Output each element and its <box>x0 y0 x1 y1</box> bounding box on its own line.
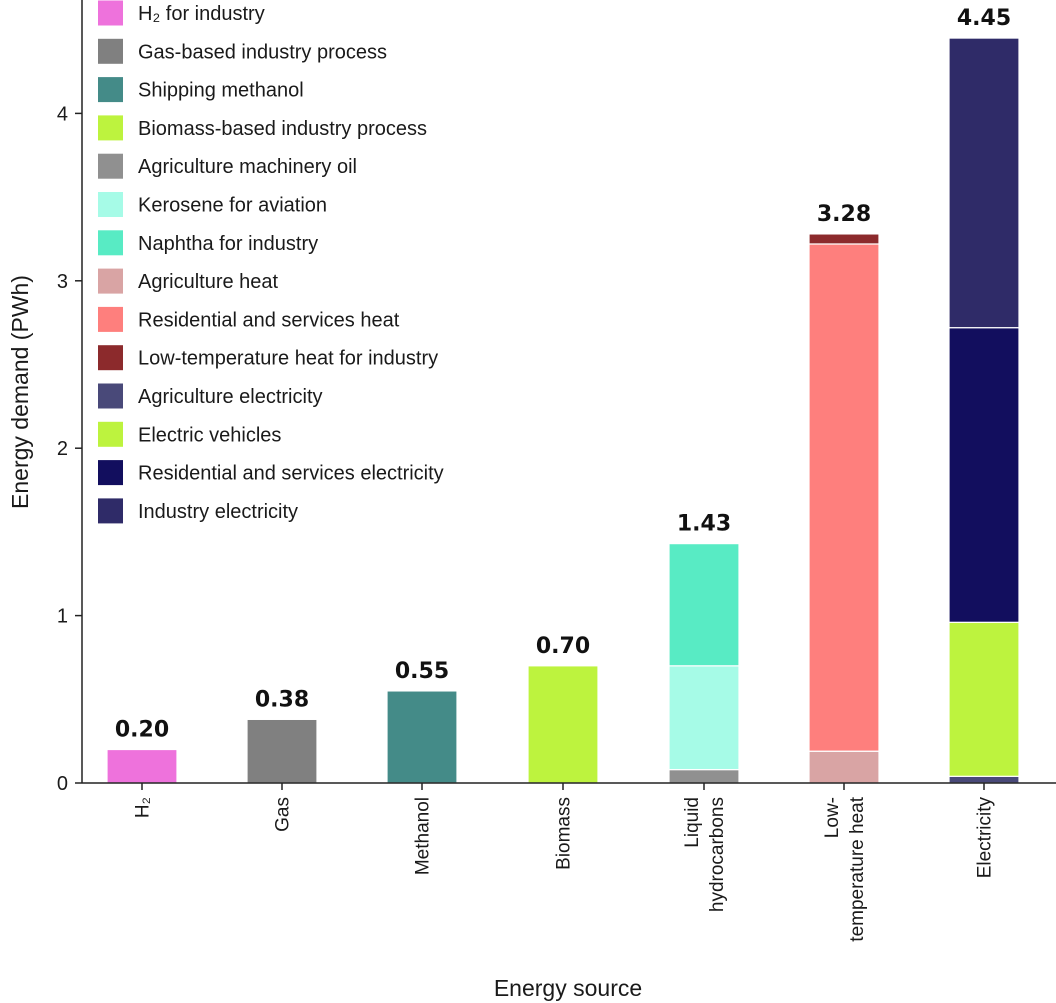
legend: H₂ for industry Gas-based industry proces… <box>98 0 444 524</box>
x-categories-layer: H₂ Gas Methanol Biomass Liquid hydrocarbons Lo… <box>133 783 996 942</box>
bar-total-h2: 0.20 <box>115 718 169 743</box>
legend-label-9: Low-temperature heat for industry <box>138 348 438 370</box>
bar-segment-biomass-3 <box>527 665 599 784</box>
legend-label-10: Agriculture electricity <box>138 386 323 408</box>
x-category-label-biomass: Biomass <box>554 797 575 870</box>
legend-label-8: Residential and services heat <box>138 309 400 331</box>
legend-swatch-13 <box>98 498 123 524</box>
legend-swatch-9 <box>98 345 123 371</box>
bar-total-methanol: 0.55 <box>395 659 449 684</box>
legend-swatch-11 <box>98 421 123 447</box>
bar-segment-gas-1 <box>246 718 318 784</box>
bar-segment-electricity-11 <box>948 621 1020 777</box>
bar-segment-low-temperature-heat-9 <box>808 233 880 245</box>
bar-segment-methanol-2 <box>386 690 458 784</box>
legend-label-6: Naphtha for industry <box>138 233 318 255</box>
bar-segment-electricity-13 <box>948 37 1020 329</box>
bar-total-gas: 0.38 <box>255 687 309 712</box>
legend-label-0: H₂ for industry <box>138 3 265 25</box>
legend-swatch-1 <box>98 38 123 64</box>
y-tick-label-3: 3 <box>57 271 68 293</box>
x-category-label-electricity: Electricity <box>975 797 996 879</box>
x-category-label-gas: Gas <box>273 797 294 832</box>
axes-layer <box>81 0 1056 784</box>
y-tick-label-4: 4 <box>57 103 68 125</box>
legend-label-2: Shipping methanol <box>138 80 304 102</box>
x-category-label-liquid-hydrocarbons-1: Liquid <box>682 797 703 848</box>
x-category-label-methanol: Methanol <box>413 797 434 875</box>
bar-segment-liquid-hydrocarbons-6 <box>668 543 740 667</box>
legend-swatch-6 <box>98 230 123 256</box>
y-axis-title: Energy demand (PWh) <box>7 275 33 509</box>
y-tick-label-1: 1 <box>57 606 68 628</box>
legend-swatch-12 <box>98 460 123 486</box>
bar-total-liquid-hydrocarbons: 1.43 <box>677 512 731 537</box>
legend-swatch-8 <box>98 306 123 332</box>
y-tick-label-2: 2 <box>57 438 68 460</box>
legend-swatch-3 <box>98 115 123 141</box>
legend-swatch-7 <box>98 268 123 294</box>
bar-segment-low-temperature-heat-8 <box>808 243 880 752</box>
bar-total-electricity: 4.45 <box>957 6 1011 31</box>
legend-label-13: Industry electricity <box>138 501 298 523</box>
legend-label-3: Biomass-based industry process <box>138 118 427 140</box>
bar-segment-low-temperature-heat-7 <box>808 750 880 784</box>
legend-label-1: Gas-based industry process <box>138 41 387 63</box>
x-category-label-low-temperature-heat-2: temperature heat <box>847 796 868 941</box>
x-axis-title: Energy source <box>494 975 642 1001</box>
bar-segment-h2-0 <box>106 748 178 784</box>
x-category-label-h2: H₂ <box>133 797 154 818</box>
totals-layer: 0.20 0.38 0.55 0.70 1.43 3.28 4.45 <box>115 6 1011 742</box>
bar-segment-electricity-10 <box>948 775 1020 784</box>
bar-segment-liquid-hydrocarbons-5 <box>668 665 740 771</box>
x-category-label-low-temperature-heat-1: Low- <box>822 797 843 838</box>
legend-swatch-5 <box>98 192 123 217</box>
legend-label-7: Agriculture heat <box>138 271 279 293</box>
bar-total-low-temperature-heat: 3.28 <box>817 202 871 227</box>
legend-swatch-0 <box>98 0 123 26</box>
bar-segment-liquid-hydrocarbons-4 <box>668 769 740 784</box>
legend-label-4: Agriculture machinery oil <box>138 156 357 178</box>
legend-swatch-10 <box>98 383 123 409</box>
legend-swatch-2 <box>98 77 123 103</box>
legend-label-11: Electric vehicles <box>138 424 281 446</box>
y-tick-label-0: 0 <box>57 773 68 795</box>
legend-label-5: Kerosene for aviation <box>138 195 327 217</box>
y-ticks-layer: 0 1 2 3 4 <box>57 103 82 795</box>
legend-swatch-4 <box>98 153 123 179</box>
bar-segment-electricity-12 <box>948 327 1020 623</box>
bars-layer <box>106 37 1020 784</box>
bar-total-biomass: 0.70 <box>536 634 590 659</box>
legend-label-12: Residential and services electricity <box>138 463 444 485</box>
x-category-label-liquid-hydrocarbons-2: hydrocarbons <box>707 797 728 912</box>
